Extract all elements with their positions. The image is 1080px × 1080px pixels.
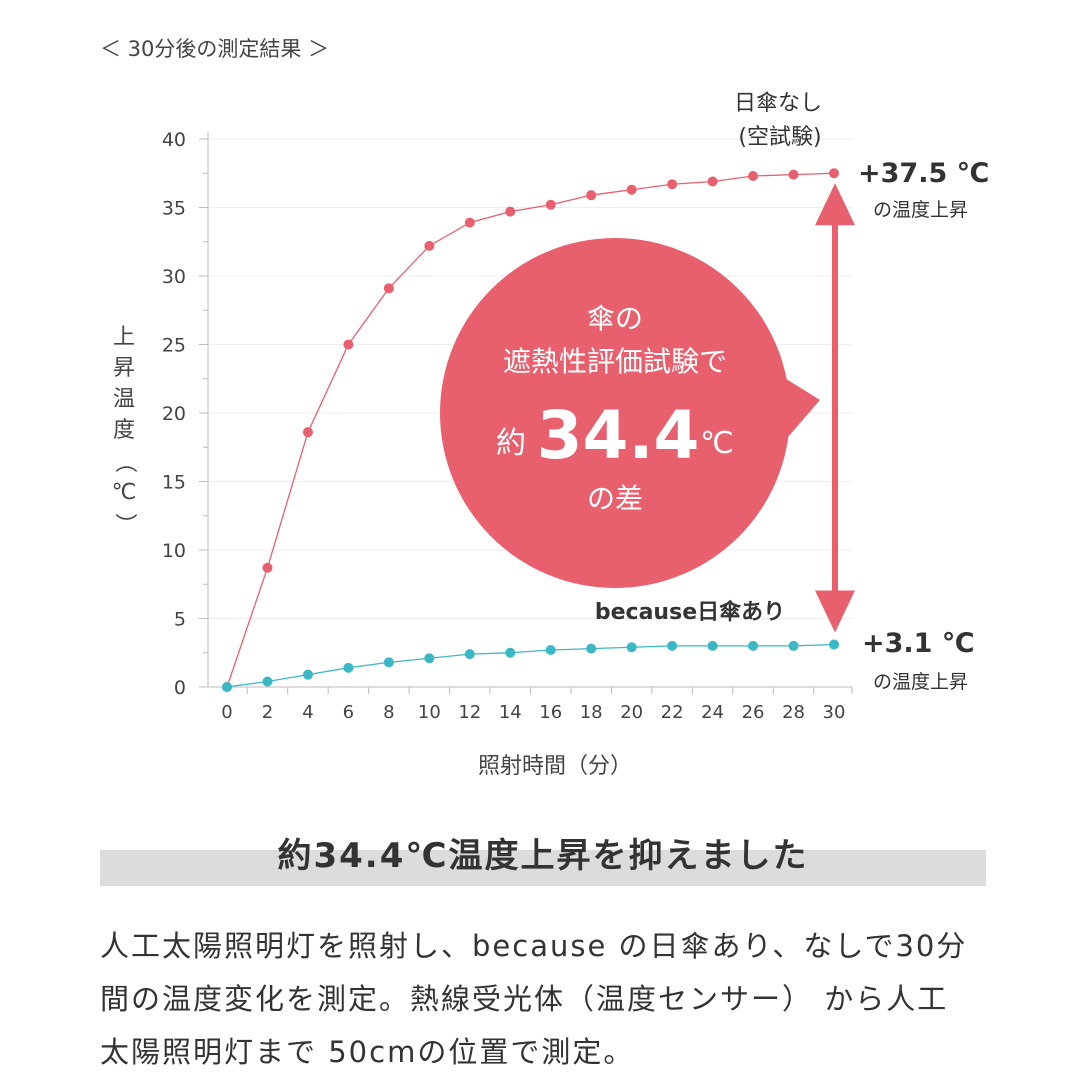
data-point [222,682,232,692]
chart-caption: ＜ 30分後の測定結果 ＞ [100,37,329,61]
labels: 日傘なし (空試験) because日傘あり +37.5 ℃ の温度上昇 +3.1 ℃ の温… [595,91,989,693]
x-tick-label: 14 [499,702,522,723]
callout-line-4: の差 [587,482,643,515]
difference-arrow-head-down [815,590,855,633]
data-point [626,642,637,653]
x-tick-label: 20 [620,702,643,723]
y-tick-label: 35 [162,198,186,220]
data-point [262,676,273,687]
y-tick-label: 30 [162,266,186,288]
description-line: 間の温度変化を測定。熱線受光体（温度センサー） から人工 [100,982,949,1016]
data-point [748,640,759,651]
series-group [222,168,839,692]
data-point [586,643,597,654]
data-point [545,645,556,656]
heading-band [100,850,986,886]
data-point [748,170,759,181]
x-tick-label: 30 [823,702,846,723]
data-point [829,639,839,650]
data-point [302,427,313,438]
data-point [667,640,678,651]
x-tick-label: 10 [418,702,441,723]
data-point [586,190,597,201]
series-line [226,643,835,688]
data-point [505,647,516,658]
x-tick-label: 4 [302,702,313,723]
x-tick-label: 8 [383,702,394,723]
difference-arrow-head-up [815,183,855,226]
data-point [424,240,435,251]
x-tick-label: 16 [539,702,562,723]
series-label-line: 日傘なし [734,91,822,116]
y-tick-label: 10 [162,540,186,562]
data-point [343,662,354,673]
y-axis-title-char: 温 [113,387,135,412]
data-point [707,176,718,187]
data-point [707,640,718,651]
x-tick-label: 18 [580,702,603,723]
result-heading: 約34.4℃温度上昇を抑えました [100,820,986,886]
end-value-sublabel: の温度上昇 [873,199,968,221]
data-point [829,168,839,179]
x-tick-label: 6 [343,702,354,723]
data-point [505,206,516,217]
end-value-label: +3.1 ℃ [862,628,975,659]
data-point [545,199,556,210]
callout-bubble [440,238,790,588]
y-axis-title-char: 度 [113,418,135,443]
data-point [464,217,475,228]
y-axis-title-char: 昇 [113,356,135,381]
x-tick-label: 2 [262,702,273,723]
y-axis-title-char: ℃ [112,480,137,505]
series-line [226,172,835,688]
y-tick-label: 25 [162,335,186,357]
data-point [383,657,394,668]
description-line: 太陽照明灯まで 50cmの位置で測定。 [100,1035,635,1069]
data-point [343,339,354,350]
y-tick-label: 0 [174,677,186,699]
data-point [383,283,394,294]
x-tick-label: 22 [661,702,684,723]
end-value-sublabel: の温度上昇 [873,671,968,693]
x-tick-label: 26 [742,702,765,723]
data-point [302,669,313,680]
description-line: 人工太陽照明灯を照射し、because の日傘あり、なしで30分 [100,929,968,963]
y-axis-title-char: （ [112,451,137,473]
y-axis-title-char: 上 [113,325,135,350]
x-tick-label: 0 [221,702,232,723]
series-label: because日傘あり [595,599,785,625]
series-label-line: (空試験) [738,125,821,150]
data-point [788,640,799,651]
description: 人工太陽照明灯を照射し、because の日傘あり、なしで30分 間の温度変化を… [100,920,1000,1079]
data-point [667,179,678,190]
x-tick-label: 28 [782,702,805,723]
x-axis-title: 照射時間（分） [478,754,632,779]
data-point [262,562,273,573]
callout-line-1: 傘の [587,302,643,335]
y-tick-label: 15 [162,472,186,494]
callout-unit: ℃ [700,426,734,461]
data-point [424,653,435,664]
data-point [788,169,799,180]
data-point [464,649,475,660]
y-axis-title-char: ） [112,513,137,535]
heading-text: 約34.4℃温度上昇を抑えました [277,836,809,876]
data-point [626,184,637,195]
y-tick-label: 5 [174,609,186,631]
callout-line-2: 遮熱性評価試験で [503,345,727,378]
y-tick-label: 20 [162,403,186,425]
y-tick-label: 40 [162,129,186,151]
end-value-label: +37.5 ℃ [858,158,989,189]
x-tick-label: 24 [701,702,724,723]
x-tick-label: 12 [458,702,481,723]
callout-value: 34.4 [537,397,700,474]
callout-prefix: 約 [496,426,526,461]
